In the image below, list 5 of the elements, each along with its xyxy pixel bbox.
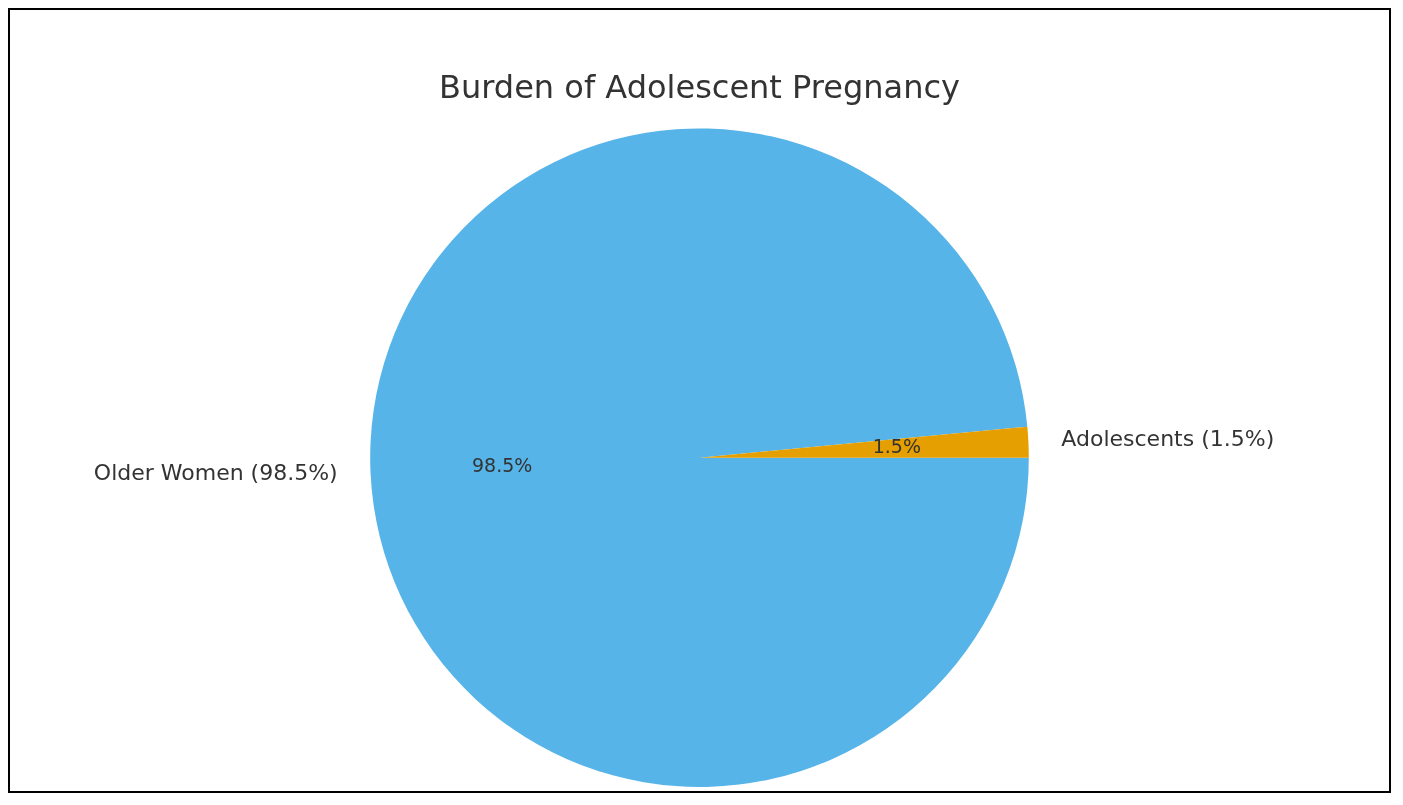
slice-label: Older Women (98.5%) — [93, 460, 338, 486]
data-label: 98.5% — [471, 453, 533, 476]
data-label: 1.5% — [872, 435, 921, 458]
slice-label: Adolescents (1.5%) — [1061, 426, 1275, 452]
chart-title: Burden of Adolescent Pregnancy — [439, 67, 960, 106]
